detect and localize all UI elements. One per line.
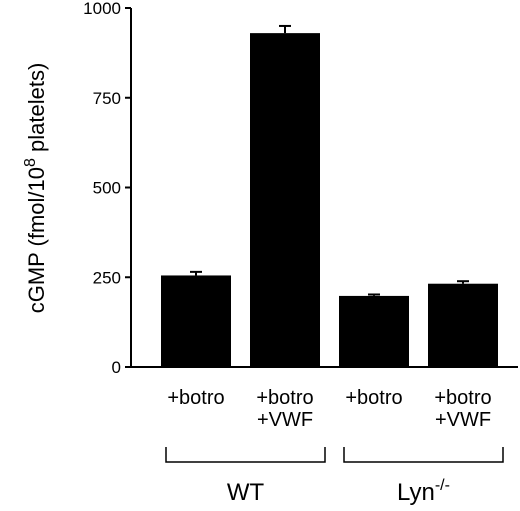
y-axis-label: cGMP (fmol/108 platelets)	[22, 63, 49, 314]
group-bracket-2	[343, 447, 504, 463]
y-tick-label: 0	[112, 358, 121, 377]
y-axis-title-prefix: cGMP (fmol/10	[24, 167, 49, 313]
bar-4	[428, 283, 498, 367]
bar-3	[339, 295, 409, 367]
axis-frame	[130, 8, 518, 368]
bar-1	[161, 275, 231, 367]
group-bracket-1	[165, 447, 326, 463]
y-tick-label: 750	[93, 89, 121, 108]
bars	[161, 24, 498, 367]
category-label-3: +botro	[345, 387, 402, 409]
group-label-2: Lyn-/-	[397, 477, 450, 506]
group-label-1: WT	[227, 479, 265, 506]
y-axis-ticks: 0 250 500 750 1000	[83, 0, 131, 377]
category-label-4: +botro	[434, 387, 491, 409]
bar-2	[250, 33, 320, 367]
y-tick-label: 1000	[83, 0, 121, 18]
y-axis-title: cGMP (fmol/108 platelets)	[22, 63, 49, 314]
category-label-1: +botro	[167, 387, 224, 409]
category-labels: +botro +botro+VWF+botro +botro+VWF	[167, 387, 491, 431]
group-brackets: WT Lyn-/-	[165, 447, 504, 506]
y-tick-label: 500	[93, 179, 121, 198]
y-axis-title-superscript: 8	[22, 158, 39, 167]
group-label-superscript: -/-	[435, 477, 450, 494]
group-label-main: WT	[227, 479, 265, 506]
y-tick-label: 250	[93, 268, 121, 287]
y-axis-title-suffix: platelets)	[24, 63, 49, 158]
group-label-main: Lyn	[397, 479, 435, 506]
category-label-4: +VWF	[435, 409, 491, 431]
category-label-2: +VWF	[257, 409, 313, 431]
category-label-2: +botro	[256, 387, 313, 409]
